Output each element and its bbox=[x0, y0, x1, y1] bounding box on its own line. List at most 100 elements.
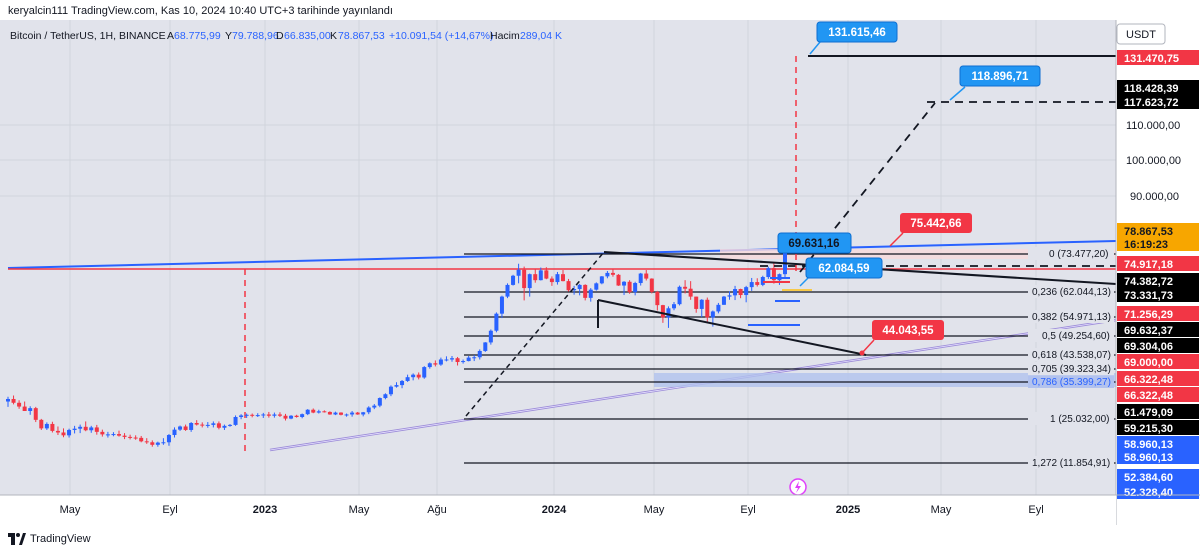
candle-body[interactable] bbox=[405, 377, 410, 381]
candle-body[interactable] bbox=[527, 274, 532, 289]
candle-body[interactable] bbox=[533, 274, 538, 281]
candle-body[interactable] bbox=[272, 414, 277, 416]
candle-body[interactable] bbox=[250, 414, 255, 416]
candle-body[interactable] bbox=[216, 423, 221, 428]
candle-body[interactable] bbox=[583, 284, 588, 298]
candle-body[interactable] bbox=[694, 296, 699, 309]
candle-body[interactable] bbox=[538, 270, 543, 281]
time-axis[interactable] bbox=[0, 495, 1116, 525]
candle-body[interactable] bbox=[327, 411, 332, 415]
candle-body[interactable] bbox=[17, 402, 22, 407]
candle-body[interactable] bbox=[322, 411, 327, 413]
candle-body[interactable] bbox=[760, 277, 765, 285]
candle-body[interactable] bbox=[477, 350, 482, 358]
candle-body[interactable] bbox=[744, 287, 749, 296]
candle-body[interactable] bbox=[721, 296, 726, 305]
candle-body[interactable] bbox=[749, 282, 754, 288]
candle-body[interactable] bbox=[339, 412, 343, 415]
candle-body[interactable] bbox=[122, 435, 127, 437]
candle-body[interactable] bbox=[766, 268, 771, 278]
candle-body[interactable] bbox=[594, 283, 599, 290]
candle-body[interactable] bbox=[672, 304, 676, 309]
candle-body[interactable] bbox=[105, 434, 110, 436]
candle-body[interactable] bbox=[183, 426, 188, 430]
candle-body[interactable] bbox=[144, 441, 149, 443]
candle-body[interactable] bbox=[644, 273, 649, 279]
candle-body[interactable] bbox=[261, 414, 266, 416]
candle-body[interactable] bbox=[333, 412, 338, 415]
candle-body[interactable] bbox=[366, 407, 371, 413]
candle-body[interactable] bbox=[289, 415, 294, 419]
candle-body[interactable] bbox=[11, 398, 16, 403]
lower-wedge-line[interactable] bbox=[597, 299, 867, 356]
candle-body[interactable] bbox=[78, 426, 83, 429]
candle-body[interactable] bbox=[416, 374, 421, 378]
candle-body[interactable] bbox=[205, 424, 210, 426]
candle-body[interactable] bbox=[28, 408, 33, 411]
candle-body[interactable] bbox=[355, 412, 360, 415]
candle-body[interactable] bbox=[372, 405, 377, 408]
candle-body[interactable] bbox=[294, 415, 299, 417]
candle-body[interactable] bbox=[150, 442, 155, 445]
candle-body[interactable] bbox=[316, 411, 321, 413]
candle-body[interactable] bbox=[755, 282, 760, 285]
candle-body[interactable] bbox=[544, 270, 549, 279]
candle-body[interactable] bbox=[438, 359, 443, 365]
candle-body[interactable] bbox=[561, 274, 565, 282]
candle-body[interactable] bbox=[655, 291, 660, 306]
candle-body[interactable] bbox=[117, 434, 121, 436]
candle-body[interactable] bbox=[466, 357, 471, 362]
candle-body[interactable] bbox=[577, 284, 582, 290]
candle-body[interactable] bbox=[67, 429, 72, 436]
candle-body[interactable] bbox=[505, 284, 510, 297]
candle-body[interactable] bbox=[666, 308, 671, 318]
candle-body[interactable] bbox=[22, 406, 27, 411]
range-markers[interactable] bbox=[748, 277, 800, 326]
candle-body[interactable] bbox=[499, 296, 504, 314]
candle-body[interactable] bbox=[522, 269, 527, 289]
candle-body[interactable] bbox=[50, 423, 55, 431]
candle-body[interactable] bbox=[189, 423, 194, 430]
candle-body[interactable] bbox=[350, 412, 355, 415]
candle-body[interactable] bbox=[450, 358, 454, 360]
candle-body[interactable] bbox=[211, 423, 216, 425]
candle-body[interactable] bbox=[549, 278, 554, 283]
candle-body[interactable] bbox=[239, 415, 244, 417]
candle-body[interactable] bbox=[516, 269, 521, 276]
candle-body[interactable] bbox=[100, 431, 105, 435]
candle-body[interactable] bbox=[688, 288, 693, 297]
candle-body[interactable] bbox=[39, 419, 44, 429]
candle-body[interactable] bbox=[633, 283, 638, 293]
candle-body[interactable] bbox=[649, 278, 654, 292]
candle-body[interactable] bbox=[255, 415, 260, 417]
candle-body[interactable] bbox=[383, 394, 388, 399]
candle-body[interactable] bbox=[494, 313, 499, 331]
candle-body[interactable] bbox=[555, 274, 560, 283]
candle-body[interactable] bbox=[33, 408, 38, 420]
candle-body[interactable] bbox=[344, 414, 349, 416]
candle-body[interactable] bbox=[483, 342, 488, 351]
candle-body[interactable] bbox=[305, 409, 310, 415]
candle-body[interactable] bbox=[361, 412, 366, 415]
candle-body[interactable] bbox=[622, 281, 627, 286]
candle-body[interactable] bbox=[738, 289, 743, 296]
candle-body[interactable] bbox=[444, 359, 449, 361]
candle-body[interactable] bbox=[111, 434, 116, 436]
candle-body[interactable] bbox=[394, 385, 399, 387]
candle-body[interactable] bbox=[83, 426, 88, 431]
candle-body[interactable] bbox=[488, 330, 493, 343]
candle-body[interactable] bbox=[472, 357, 477, 359]
candle-body[interactable] bbox=[610, 272, 615, 275]
candle-body[interactable] bbox=[222, 425, 227, 428]
candle-body[interactable] bbox=[128, 436, 133, 438]
chart-canvas[interactable]: Bitcoin / TetherUS, 1H, BINANCE A 68.775… bbox=[0, 20, 1200, 525]
candle-body[interactable] bbox=[566, 281, 571, 291]
candle-body[interactable] bbox=[44, 423, 49, 429]
candle-body[interactable] bbox=[166, 435, 171, 443]
candle-body[interactable] bbox=[627, 281, 632, 293]
lightning-event-icon[interactable] bbox=[789, 478, 807, 496]
candle-body[interactable] bbox=[511, 275, 516, 285]
price-callouts[interactable]: 131.615,46 118.896,71 75.442,66 69.631,1… bbox=[777, 21, 1041, 356]
candle-body[interactable] bbox=[660, 305, 665, 318]
candle-body[interactable] bbox=[411, 374, 416, 378]
